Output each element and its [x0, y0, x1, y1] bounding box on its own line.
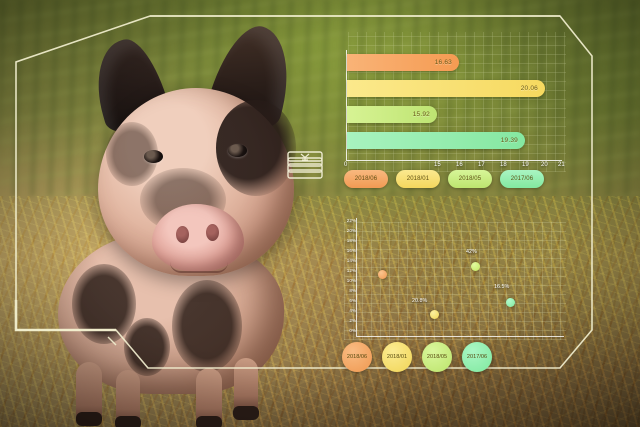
scatter-label-2017-06: 16.5%	[494, 284, 510, 290]
scatter-chart-grid	[344, 222, 566, 340]
y-tick: 2%	[349, 318, 356, 323]
scatter-point-2018-05[interactable]	[471, 262, 480, 271]
legend-dot-label: 2017/06	[466, 354, 488, 360]
y-tick: 8%	[349, 288, 356, 293]
bar-value-label: 20.06	[520, 85, 538, 92]
legend-chip-2018-05[interactable]: 2018/05	[448, 170, 492, 188]
legend-dot-label: 2018/01	[386, 354, 408, 360]
y-tick: 20%	[346, 228, 356, 233]
legend-dot-2018-06[interactable]: 2018/06	[342, 342, 372, 372]
scatter-point-2017-06[interactable]	[506, 298, 515, 307]
analytics-panel: 16.63 20.06 15.92 19.39 0 15 16 17 18 19…	[330, 22, 568, 382]
x-tick: 20	[541, 162, 548, 168]
scatter-label-2018-01: 20.8%	[412, 298, 428, 304]
piglet-hoof	[115, 416, 141, 427]
legend-dot-label: 2018/05	[426, 354, 448, 360]
scatter-chart: 22% 20% 18% 16% 14% 12% 10% 8% 6% 4% 2% …	[344, 218, 566, 344]
legend-chip-2018-01[interactable]: 2018/01	[396, 170, 440, 188]
x-tick: 17	[478, 162, 485, 168]
bar-row[interactable]: 20.06	[347, 80, 545, 97]
piglet-hoof	[196, 416, 222, 427]
legend-chip-label: 2018/05	[458, 176, 482, 182]
bar-chart-legend: 2018/06 2018/01 2018/05 2017/06	[344, 170, 566, 192]
bar-chart-y-axis	[346, 50, 347, 160]
legend-dot-2018-01[interactable]: 2018/01	[382, 342, 412, 372]
bar-value-label: 16.63	[434, 59, 452, 66]
scatter-x-axis	[356, 336, 564, 337]
piglet-hoof	[233, 406, 259, 420]
bar-row[interactable]: 15.92	[347, 106, 437, 123]
x-tick: 0	[344, 162, 348, 168]
y-tick: 22%	[346, 218, 356, 223]
y-tick: 10%	[346, 278, 356, 283]
legend-chip-2017-06[interactable]: 2017/06	[500, 170, 544, 188]
y-tick: 14%	[346, 258, 356, 263]
y-tick: 4%	[349, 308, 356, 313]
legend-chip-label: 2018/06	[354, 176, 378, 182]
legend-dot-label: 2018/06	[346, 354, 368, 360]
bar-row[interactable]: 16.63	[347, 54, 459, 71]
scatter-y-axis	[356, 218, 357, 336]
y-tick: 18%	[346, 238, 356, 243]
y-tick: 12%	[346, 268, 356, 273]
bar-chart-x-axis	[346, 160, 562, 161]
bar-chart-x-tick-labels: 0 15 16 17 18 19 20 21	[334, 162, 566, 174]
scatter-label-2018-05: 42%	[466, 249, 477, 255]
legend-chip-label: 2018/01	[406, 176, 430, 182]
legend-chip-label: 2017/06	[510, 176, 534, 182]
x-tick: 21	[558, 162, 565, 168]
legend-dot-2017-06[interactable]: 2017/06	[462, 342, 492, 372]
legend-chip-2018-06[interactable]: 2018/06	[344, 170, 388, 188]
x-tick: 19	[522, 162, 529, 168]
bar-chart: 16.63 20.06 15.92 19.39 0 15 16 17 18 19…	[334, 50, 566, 168]
scatter-point-2018-06[interactable]	[378, 270, 387, 279]
x-tick: 18	[500, 162, 507, 168]
legend-dot-2018-05[interactable]: 2018/05	[422, 342, 452, 372]
y-tick: 6%	[349, 298, 356, 303]
bar-value-label: 15.92	[412, 111, 430, 118]
bar-value-label: 19.39	[500, 137, 518, 144]
piglet-hoof	[76, 412, 102, 426]
stacked-banknotes-icon	[284, 150, 328, 190]
y-tick: 16%	[346, 248, 356, 253]
y-tick: 0%	[349, 328, 356, 333]
bar-row[interactable]: 19.39	[347, 132, 525, 149]
scatter-point-2018-01[interactable]	[430, 310, 439, 319]
scatter-y-tick-labels: 22% 20% 18% 16% 14% 12% 10% 8% 6% 4% 2% …	[342, 218, 356, 336]
x-tick: 15	[434, 162, 441, 168]
x-tick: 16	[456, 162, 463, 168]
scatter-chart-legend: 2018/06 2018/01 2018/05 2017/06	[342, 342, 564, 372]
